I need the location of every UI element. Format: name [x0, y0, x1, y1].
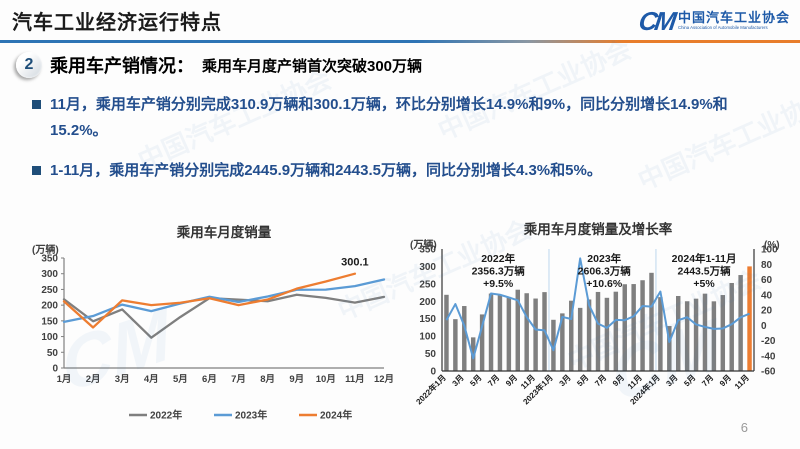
svg-text:100: 100: [761, 245, 778, 256]
bullet-list: 11月，乘用车产销分别完成310.9万辆和300.1万辆，环比分别增长14.9%…: [32, 92, 780, 197]
svg-text:2月: 2月: [86, 374, 101, 385]
svg-text:2024年1-11月: 2024年1-11月: [672, 252, 737, 265]
svg-text:3月: 3月: [451, 373, 466, 388]
svg-text:50: 50: [425, 349, 437, 360]
section-number-badge: 2: [16, 52, 42, 78]
svg-text:(万辆): (万辆): [410, 238, 437, 251]
svg-text:7月: 7月: [700, 373, 715, 388]
svg-text:10月: 10月: [316, 374, 336, 385]
svg-text:9月: 9月: [718, 373, 733, 388]
svg-text:11月: 11月: [733, 373, 751, 391]
svg-text:2023年: 2023年: [587, 252, 621, 265]
svg-text:5月: 5月: [682, 373, 697, 388]
svg-text:250: 250: [41, 285, 58, 296]
svg-text:2356.3万辆: 2356.3万辆: [472, 265, 526, 278]
svg-text:4月: 4月: [144, 374, 159, 385]
svg-text:5月: 5月: [173, 374, 188, 385]
svg-text:(万辆): (万辆): [32, 243, 59, 256]
svg-text:150: 150: [41, 316, 58, 327]
square-bullet-icon: [32, 165, 41, 175]
svg-text:5月: 5月: [575, 373, 590, 388]
svg-text:150: 150: [419, 314, 436, 325]
org-name-en: China Association of Automobile Manufact…: [677, 24, 768, 30]
svg-text:250: 250: [419, 279, 436, 290]
svg-text:0: 0: [52, 364, 58, 375]
bullet-text-1: 11月，乘用车产销分别完成310.9万辆和300.1万辆，环比分别增长14.9%…: [50, 96, 728, 140]
section-header: 2 乘用车产销情况： 乘用车月度产销首次突破300万辆: [16, 52, 422, 78]
svg-text:1月: 1月: [57, 374, 72, 385]
svg-text:12月: 12月: [374, 374, 394, 385]
svg-text:7月: 7月: [593, 373, 608, 388]
page-title: 汽车工业经济运行特点: [12, 12, 222, 34]
title-divider: [0, 40, 800, 43]
svg-text:50: 50: [47, 348, 59, 359]
svg-text:3月: 3月: [115, 374, 130, 385]
svg-text:+9.5%: +9.5%: [483, 278, 514, 290]
svg-text:9月: 9月: [289, 374, 304, 385]
bullet-item-2: 1-11月，乘用车产销分别完成2445.9万辆和2443.5万辆，同比分别增长4…: [32, 158, 780, 184]
svg-text:5月: 5月: [468, 373, 483, 388]
svg-text:乘用车月度销量: 乘用车月度销量: [176, 224, 272, 240]
svg-text:-40: -40: [761, 351, 776, 362]
svg-text:0: 0: [761, 321, 767, 332]
svg-text:2022年: 2022年: [481, 252, 515, 265]
svg-text:2022年: 2022年: [150, 409, 182, 422]
svg-text:-60: -60: [761, 367, 776, 378]
section-title: 乘用车产销情况：: [50, 56, 194, 76]
svg-text:300: 300: [41, 269, 58, 280]
svg-text:100: 100: [41, 332, 58, 343]
svg-text:200: 200: [41, 301, 58, 312]
svg-text:300.1: 300.1: [341, 257, 369, 269]
svg-text:2443.5万辆: 2443.5万辆: [678, 265, 732, 278]
svg-text:350: 350: [41, 254, 58, 265]
svg-text:0: 0: [430, 367, 436, 378]
svg-text:40: 40: [761, 290, 773, 301]
svg-text:+10.6%: +10.6%: [586, 278, 623, 290]
svg-text:11月: 11月: [345, 374, 365, 385]
page-number: 6: [740, 420, 748, 435]
svg-text:7月: 7月: [486, 373, 501, 388]
monthly-sales-line-chart: 乘用车月度销量 (万辆) 0 50 100 150 200 250 300 350 1月 2月 3月 4月…: [18, 222, 396, 424]
svg-text:+5%: +5%: [693, 278, 715, 290]
svg-text:7月: 7月: [231, 374, 246, 385]
svg-text:乘用车月度销量及增长率: 乘用车月度销量及增长率: [523, 221, 673, 237]
cm-logo-icon: CM: [636, 6, 676, 36]
svg-text:20: 20: [761, 306, 773, 317]
org-logo: CM 中国汽车工业协会 China Association of Automob…: [636, 6, 790, 36]
svg-text:100: 100: [419, 332, 436, 343]
svg-text:(%): (%): [764, 240, 780, 251]
svg-text:9月: 9月: [611, 373, 626, 388]
svg-text:2606.3万辆: 2606.3万辆: [578, 265, 632, 278]
svg-text:3月: 3月: [558, 373, 573, 388]
section-subtitle: 乘用车月度产销首次突破300万辆: [202, 57, 423, 75]
svg-text:60: 60: [761, 275, 773, 286]
svg-text:8月: 8月: [260, 374, 275, 385]
svg-text:2024年: 2024年: [320, 409, 352, 422]
sales-and-growth-combo-chart: 乘用车月度销量及增长率 (万辆) (%) 0 50 100 150 200 250 300 350 1…: [398, 219, 792, 441]
svg-text:-20: -20: [761, 336, 776, 347]
bullet-item-1: 11月，乘用车产销分别完成310.9万辆和300.1万辆，环比分别增长14.9%…: [32, 92, 780, 145]
svg-text:3月: 3月: [664, 373, 679, 388]
svg-text:350: 350: [419, 245, 436, 256]
svg-text:2023年: 2023年: [235, 409, 267, 422]
svg-text:6月: 6月: [202, 374, 217, 385]
bullet-text-2: 1-11月，乘用车产销分别完成2445.9万辆和2443.5万辆，同比分别增长4…: [50, 161, 602, 179]
square-bullet-icon: [32, 100, 41, 109]
org-name-cn: 中国汽车工业协会: [677, 10, 790, 26]
svg-text:9月: 9月: [504, 373, 519, 388]
svg-text:80: 80: [761, 260, 773, 271]
svg-text:300: 300: [419, 262, 436, 273]
svg-text:200: 200: [419, 297, 436, 308]
